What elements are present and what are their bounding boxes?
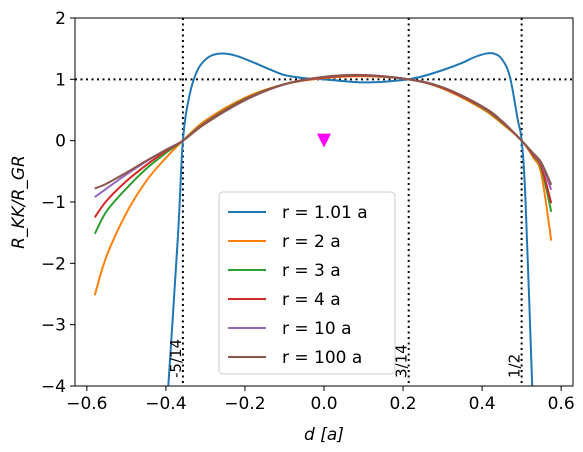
- legend-entry-label: r = 4 a: [282, 290, 341, 310]
- y-tick-label: −2: [41, 254, 66, 274]
- vertical-line-label: 1/2: [506, 354, 524, 378]
- x-tick-label: −0.2: [224, 394, 265, 414]
- y-axis-label: R_KK/R_GR: [9, 155, 29, 249]
- x-tick-label: 0.2: [390, 394, 417, 414]
- x-ticks: −0.6 −0.4 −0.2 0.0 0.2 0.4 0.6: [66, 386, 575, 414]
- x-tick-label: 0.0: [310, 394, 337, 414]
- legend-entry-label: r = 3 a: [282, 261, 341, 281]
- x-axis-label: d [a]: [304, 425, 344, 445]
- series-lines: [93, 51, 553, 386]
- y-tick-label: −4: [41, 377, 66, 397]
- y-tick-label: 2: [55, 9, 66, 29]
- legend-entry-label: r = 10 a: [282, 319, 352, 339]
- x-tick-label: −0.6: [66, 394, 107, 414]
- legend-entry-label: r = 100 a: [282, 348, 362, 368]
- legend-entry-label: r = 1.01 a: [282, 203, 368, 223]
- marker-layer: [317, 133, 331, 148]
- legend-entry-label: r = 2 a: [282, 232, 341, 252]
- y-tick-label: −1: [41, 193, 66, 213]
- y-tick-label: 1: [55, 70, 66, 90]
- vertical-line-label: -5/14: [167, 339, 185, 378]
- series-line: [94, 73, 553, 190]
- legend: r = 1.01 a r = 2 a r = 3 a r = 4 a r = 10 a r…: [218, 191, 396, 375]
- x-tick-label: −0.4: [145, 394, 186, 414]
- annotations: -5/14 3/14 1/2: [167, 339, 524, 378]
- y-ticks: −4 −3 −2 −1 0 1 2: [41, 9, 75, 397]
- x-tick-label: 0.4: [469, 394, 496, 414]
- vertical-line-label: 3/14: [393, 344, 411, 378]
- y-tick-label: −3: [41, 316, 66, 336]
- data-marker: [317, 133, 331, 148]
- x-tick-label: 0.6: [548, 394, 575, 414]
- series-line: [167, 51, 534, 386]
- y-tick-label: 0: [55, 132, 66, 152]
